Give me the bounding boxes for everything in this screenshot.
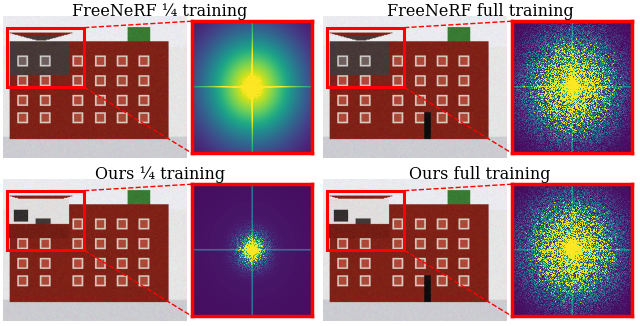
- Text: Ours full training: Ours full training: [409, 166, 551, 183]
- Bar: [327, 28, 404, 87]
- Text: FreeNeRF ¼ training: FreeNeRF ¼ training: [72, 3, 248, 20]
- Bar: [7, 191, 84, 250]
- Bar: [327, 191, 404, 250]
- Text: FreeNeRF full training: FreeNeRF full training: [387, 3, 573, 20]
- Text: Ours ¼ training: Ours ¼ training: [95, 166, 225, 183]
- Bar: [7, 28, 84, 87]
